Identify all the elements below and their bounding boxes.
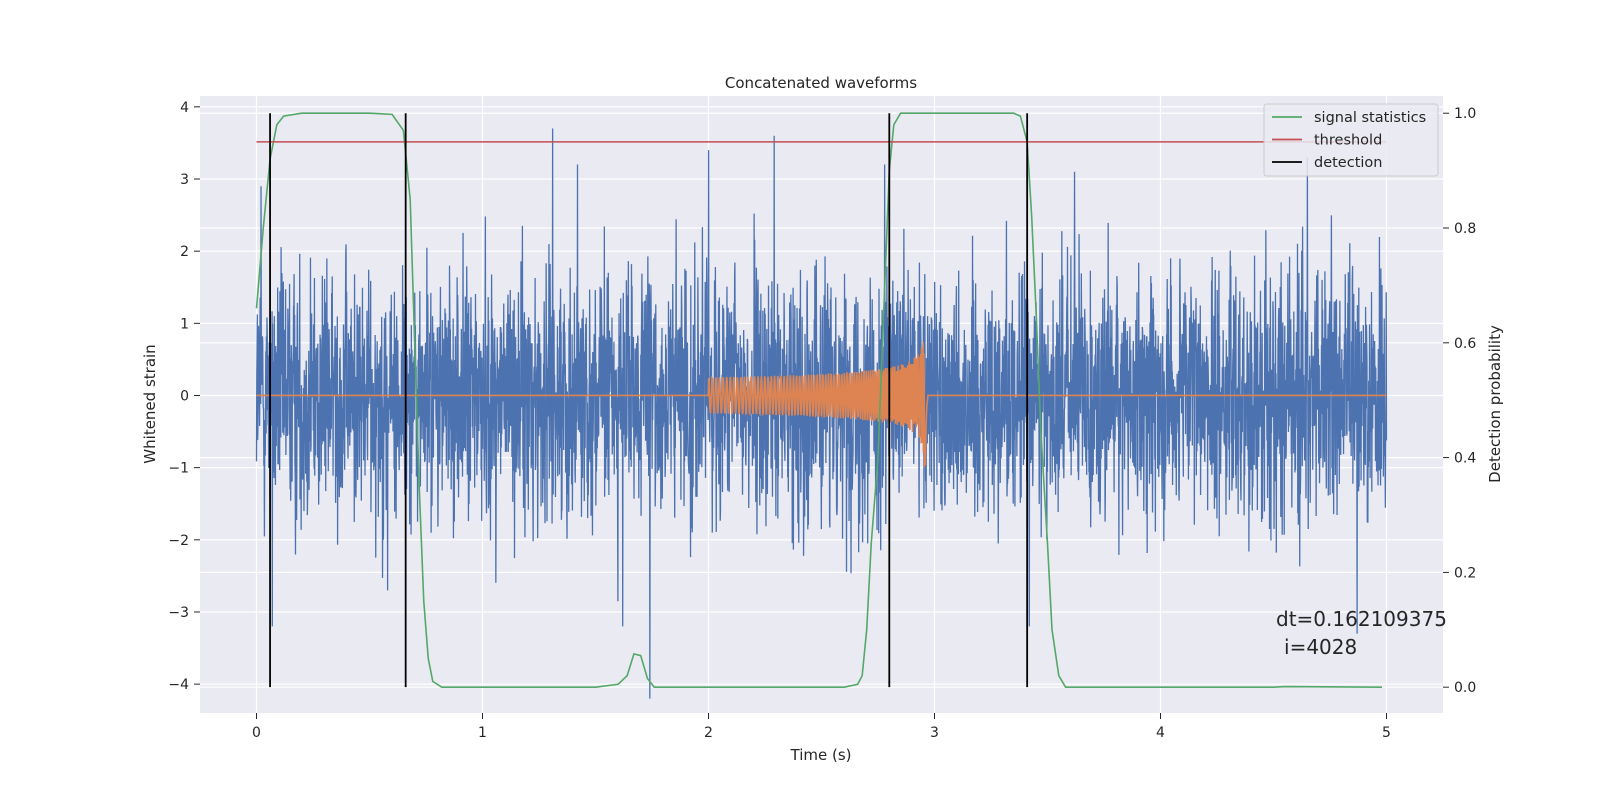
- series-chirp: [256, 342, 1387, 468]
- legend-box: [1263, 103, 1439, 177]
- annotation-dt: dt=0.162109375: [1276, 607, 1447, 631]
- y-tick-label: 0: [180, 388, 189, 404]
- x-tick-label: 1: [478, 725, 487, 741]
- legend-label: threshold: [1314, 133, 1382, 149]
- y-tick-label-right: 1.0: [1454, 106, 1476, 122]
- x-tick-label: 2: [704, 725, 713, 741]
- legend-label: detection: [1314, 155, 1382, 171]
- x-tick-label: 5: [1382, 725, 1391, 741]
- y-tick-label: 1: [180, 316, 189, 332]
- series-signal-statistics: [255, 112, 1382, 688]
- x-tick-label: 3: [930, 725, 939, 741]
- y-tick-label: −4: [168, 677, 189, 693]
- y-tick-label: 4: [180, 100, 189, 116]
- y-axis-label-right: Detection probability: [1486, 325, 1504, 483]
- legend-label: signal statistics: [1314, 110, 1426, 126]
- y-tick-label: 3: [180, 172, 189, 188]
- y-tick-label-right: 0.8: [1454, 221, 1476, 237]
- y-tick-label: −1: [168, 461, 189, 477]
- x-axis-label: Time (s): [790, 746, 852, 764]
- annotation-i: i=4028: [1284, 635, 1357, 659]
- y-axis-label: Whitened strain: [141, 344, 159, 463]
- y-tick-label-right: 0.4: [1454, 451, 1476, 467]
- series-strain-noise: [255, 128, 1388, 699]
- y-tick-label: 2: [180, 244, 189, 260]
- plot-area: [255, 112, 1388, 699]
- legend: signal statistics threshold detection: [1263, 103, 1439, 177]
- x-tick-label: 0: [252, 725, 261, 741]
- y-tick-label: −3: [168, 605, 189, 621]
- x-tick-label: 4: [1156, 725, 1165, 741]
- ticks: 0 1 2 3 4 5 −4 −3 −2 −1 0 1 2 3 4 0.0 0.2 0.4 0.6 0.8 1.0: [168, 100, 1476, 741]
- chart-title: Concatenated waveforms: [725, 74, 917, 92]
- y-tick-label-right: 0.6: [1454, 336, 1476, 352]
- y-tick-label: −2: [168, 533, 189, 549]
- y-tick-label-right: 0.2: [1454, 565, 1476, 581]
- y-tick-label-right: 0.0: [1454, 680, 1476, 696]
